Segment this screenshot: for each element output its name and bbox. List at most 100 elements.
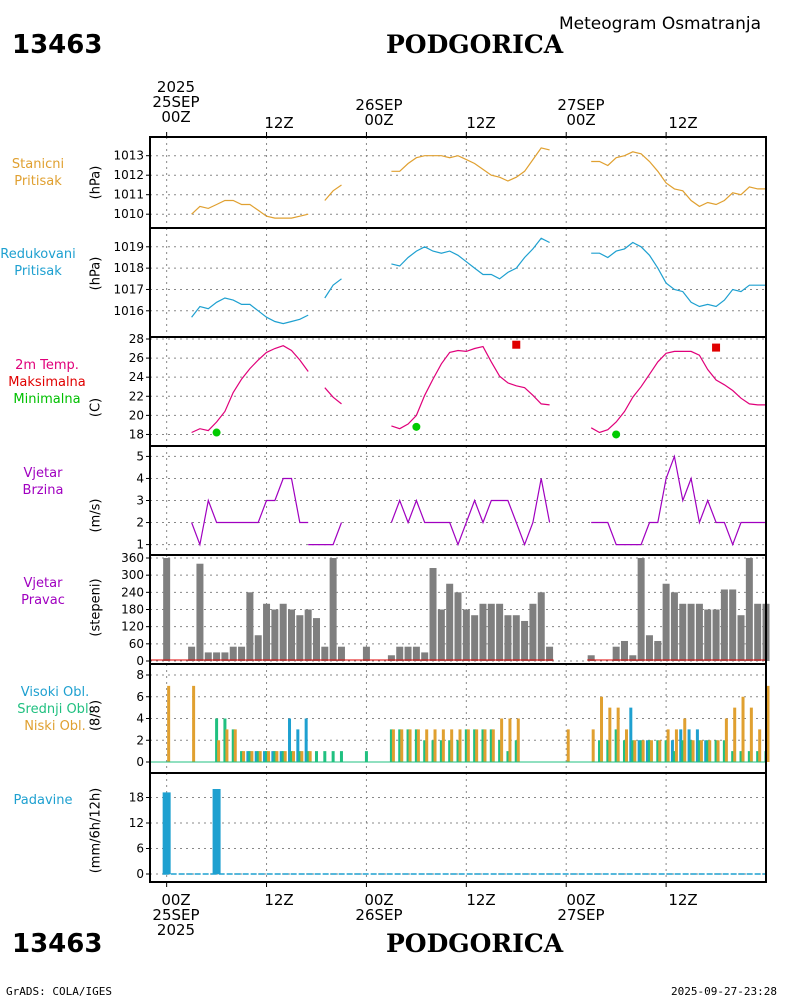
cloud-bar — [406, 729, 410, 762]
meteogram-subtitle: Meteogram Osmatranja — [559, 14, 762, 34]
y-tick-label: 240 — [121, 585, 144, 599]
direction-bar — [695, 603, 703, 661]
direction-bar — [462, 609, 470, 661]
y-tick-label: 3 — [136, 494, 144, 508]
cloud-bar — [649, 740, 653, 762]
top-time-label: 27SEP 00Z — [557, 96, 605, 129]
direction-bar — [512, 615, 520, 661]
precipitation-label: Padavine — [13, 793, 73, 808]
direction-bar — [496, 603, 504, 661]
cloud-bar — [364, 751, 368, 762]
cloud-bar — [508, 718, 512, 762]
panel-3: 18 20 22 24 26 28 — [129, 332, 767, 447]
y-tick-label: 5 — [136, 449, 144, 463]
cloud-bar — [473, 729, 477, 762]
cloud-bar — [616, 707, 620, 762]
series-line — [324, 387, 342, 405]
cloud-bar — [639, 740, 643, 762]
min-temp-marker — [612, 430, 621, 439]
cloud-bar — [500, 718, 504, 762]
cloud-bar — [290, 751, 294, 762]
direction-bar — [429, 568, 437, 661]
cloud-bar — [231, 729, 235, 762]
y-tick-label: 120 — [121, 620, 144, 634]
direction-bar — [670, 592, 678, 661]
cloud-bar — [674, 729, 678, 762]
direction-bar — [188, 646, 196, 661]
cloud-bar — [256, 751, 260, 762]
cloud-bar — [391, 729, 395, 762]
direction-bar — [679, 603, 687, 661]
cloud-bar — [306, 751, 310, 762]
y-tick-label: 12 — [129, 816, 144, 830]
direction-bar — [288, 609, 296, 661]
direction-bar — [454, 592, 462, 661]
cloud-bar — [724, 718, 728, 762]
y-tick-label: 360 — [121, 551, 144, 565]
series-line — [390, 478, 551, 547]
cloud-bar — [666, 729, 670, 762]
cloud-bar — [267, 751, 271, 762]
cloud-bar — [647, 740, 651, 762]
y-tick-label: 20 — [129, 408, 144, 422]
cloud-bar — [756, 751, 760, 762]
bottom-time-label: 00Z 27SEP — [557, 891, 605, 924]
cloud-bar — [217, 740, 221, 762]
cloud-bar — [629, 707, 633, 762]
y-tick-label: 1013 — [113, 149, 144, 163]
cloud-bar — [731, 751, 735, 762]
cloud-bar — [695, 729, 699, 762]
cloud-bar — [608, 707, 612, 762]
y-tick-label: 18 — [129, 427, 144, 441]
cloud-bar — [641, 740, 645, 762]
cloud-bar — [714, 740, 718, 762]
bottom-time-label: 12Z — [264, 891, 294, 909]
y-tick-label: 6 — [136, 842, 144, 856]
cloud-bar — [240, 751, 244, 762]
cloud-bar — [624, 729, 628, 762]
cloud-bar — [633, 740, 637, 762]
cloud-bar — [683, 718, 687, 762]
y-tick-label: 0 — [136, 867, 144, 881]
cloud-bar — [304, 718, 308, 762]
cloud-bar — [254, 751, 258, 762]
direction-bar — [712, 609, 720, 661]
cloud-bar — [600, 696, 604, 762]
cloud-bar — [431, 740, 435, 762]
y-tick-label: 26 — [129, 351, 144, 365]
y-tick-label: 1019 — [113, 240, 144, 254]
direction-bar — [471, 615, 479, 661]
max-temp-marker — [712, 343, 721, 352]
cloud-bar — [514, 740, 518, 762]
y-tick-label: 1017 — [113, 282, 144, 296]
cloud-bar — [481, 729, 485, 762]
cloud-bar — [606, 740, 610, 762]
cloud-bar — [439, 740, 443, 762]
cloud-bar — [622, 740, 626, 762]
direction-bar — [587, 655, 595, 661]
panel-frame — [149, 336, 767, 447]
cloud-bar — [425, 729, 429, 762]
direction-bar — [296, 615, 304, 661]
max-temp-marker — [512, 340, 521, 349]
cloud-bar — [591, 729, 595, 762]
direction-bar — [304, 609, 312, 661]
bottom-time-label: 12Z — [466, 891, 496, 909]
direction-bar — [637, 558, 645, 661]
direction-bar — [645, 635, 653, 661]
panel-frame — [149, 772, 767, 883]
y-tick-label: 0 — [136, 654, 144, 668]
series-line — [324, 184, 342, 201]
cloud-bar — [441, 729, 445, 762]
cloud-bar — [308, 751, 312, 762]
direction-bar — [396, 646, 404, 661]
series-line — [191, 297, 309, 325]
cloud-bar — [566, 729, 570, 762]
cloud-bar — [679, 729, 683, 762]
direction-bar — [487, 603, 495, 661]
y-tick-label: 18 — [129, 791, 144, 805]
y-tick-label: 2 — [136, 733, 144, 747]
direction-bar — [729, 589, 737, 661]
cloud-bar — [331, 751, 335, 762]
